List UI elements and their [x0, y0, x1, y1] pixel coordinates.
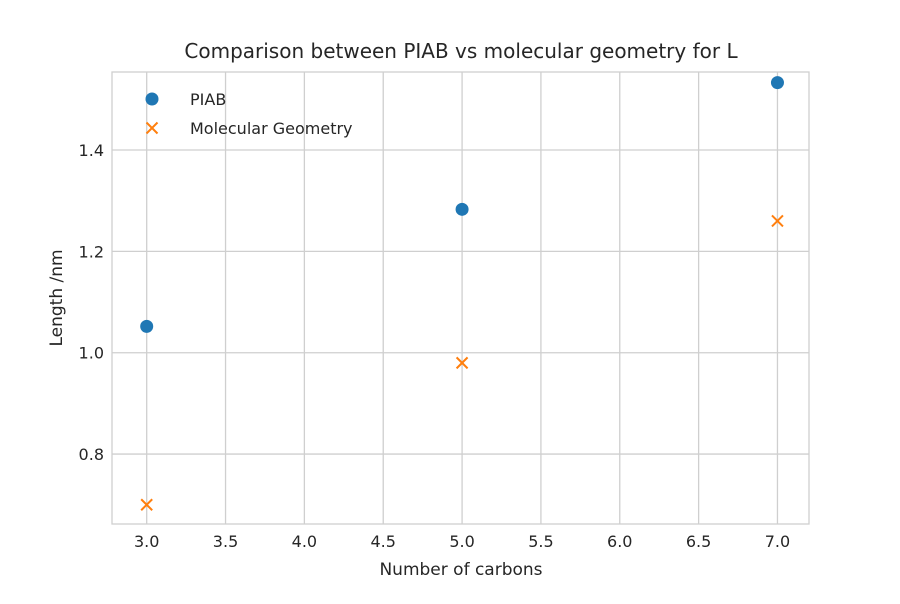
y-tick-label: 0.8 — [79, 445, 104, 464]
y-axis-label: Length /nm — [47, 249, 67, 346]
x-tick-label: 5.5 — [528, 532, 553, 551]
x-tick-label: 4.5 — [371, 532, 396, 551]
y-tick-label: 1.2 — [79, 242, 104, 261]
y-tick-label: 1.0 — [79, 344, 104, 363]
legend-molecular-geometry-marker — [145, 121, 159, 135]
y-tick-label: 1.4 — [79, 141, 104, 160]
legend-label: PIAB — [190, 90, 226, 109]
x-axis-label: Number of carbons — [379, 560, 542, 580]
tick-labels: 3.0 3.5 4.0 4.5 5.0 5.5 6.0 6.5 7.0 0.8 1.0 1.2 1.4 — [79, 141, 791, 551]
chart-title: Comparison between PIAB vs molecular geo… — [184, 39, 738, 63]
plot-area-frame — [111, 71, 810, 525]
piab-point — [770, 76, 784, 90]
x-tick-label: 3.0 — [134, 532, 159, 551]
molecular-geometry-point — [455, 356, 469, 370]
x-tick-label: 6.0 — [607, 532, 632, 551]
x-tick-label: 5.0 — [449, 532, 474, 551]
grid — [112, 72, 809, 524]
x-tick-label: 3.5 — [213, 532, 238, 551]
piab-point — [455, 202, 469, 216]
molecular-geometry-point — [140, 498, 153, 511]
piab-point — [140, 319, 154, 333]
legend: PIAB Molecular Geometry — [145, 90, 353, 138]
x-tick-label: 6.5 — [686, 532, 711, 551]
x-tick-label: 7.0 — [765, 532, 790, 551]
x-tick-label: 4.0 — [292, 532, 317, 551]
legend-piab-marker — [145, 92, 159, 106]
molecular-geometry-point — [771, 214, 784, 228]
legend-label: Molecular Geometry — [190, 119, 353, 138]
data-points — [140, 76, 784, 511]
